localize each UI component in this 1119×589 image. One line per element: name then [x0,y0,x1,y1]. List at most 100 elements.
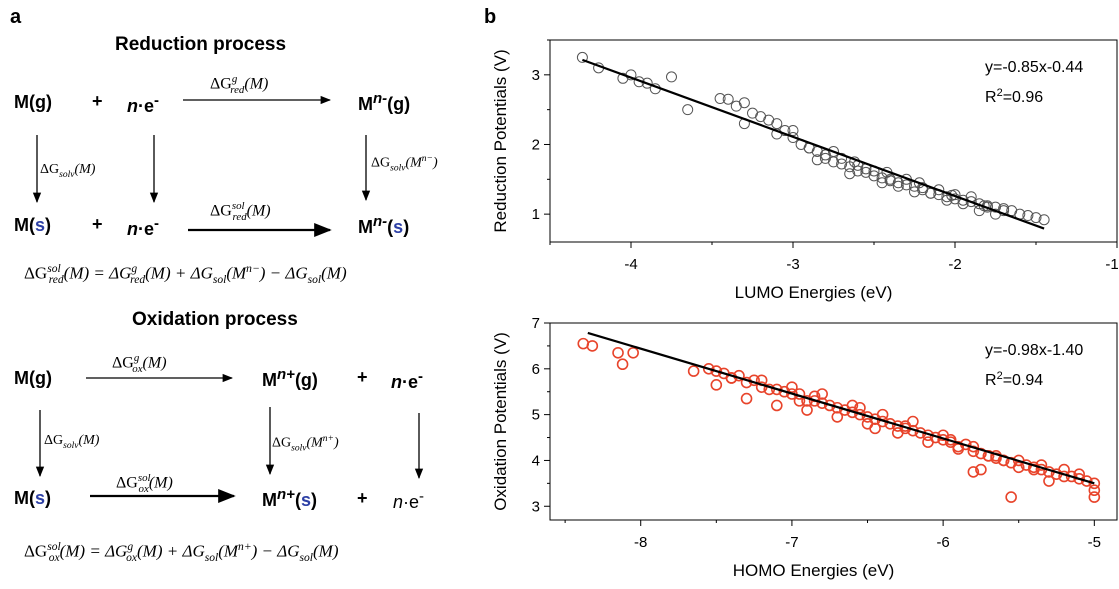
chart2-point [627,346,639,359]
chart2-ytick-label: 4 [532,452,540,469]
oxidation-title: Oxidation process [132,309,298,330]
chart1-xtick-label: -3 [786,256,799,273]
reduction-gas-label: ΔGgred(M) [210,73,269,96]
chart2-point [869,422,881,435]
chart1-point [836,158,848,170]
chart2-point [1012,461,1025,474]
chart2-point [891,427,904,439]
oxidation-electron-1: n·e- [391,368,424,392]
chart1-point [900,179,912,191]
chart2-point [876,408,889,421]
chart1-xtick-label: -2 [948,256,961,273]
reduction-electron-1: n·e- [127,92,160,116]
reduction-anion-solution: Mn-(s) [358,213,410,237]
oxidation-solv-cation-label: ΔGsolv(Mn+) [272,434,339,454]
chart2-point [710,379,723,391]
chart1-point [714,93,726,105]
chart1-point [868,170,880,182]
panel-a-label: a [10,6,22,28]
oxidation-m-gas: M(g) [14,368,52,388]
chart2-point [1065,470,1078,483]
chart2-point [616,358,629,371]
chart1-ytick-label: 2 [532,136,540,153]
chart1-point [811,154,823,166]
chart1-point [1022,210,1034,222]
chart2-frame [549,322,1118,521]
chart1-point [666,71,677,83]
chart1-point [844,168,856,180]
chart1-xtick-label: -4 [624,256,637,273]
chart2-fit-line [587,331,1095,485]
reduction-plus-2: + [92,214,103,234]
chart1-frame [549,39,1118,243]
chart2-point [922,436,934,448]
chart2-xlabel: HOMO Energies (eV) [733,561,895,580]
scheme-arrows [32,95,424,504]
chart2-ytick-label: 6 [532,361,540,378]
oxidation-solv-m-label: ΔGsolv(M) [44,433,100,451]
reduction-solv-m-label: ΔGsolv(M) [40,162,96,180]
chart2-xtick-label: -6 [936,534,949,551]
chart2-r-squared: R2=0.94 [985,370,1043,389]
chart2-point [687,365,700,377]
chart2-point [1043,475,1055,487]
chart1-ytick-label: 3 [532,67,540,84]
chart1-point [990,208,1001,220]
chart2-equation: y=-0.98x-1.40 [985,342,1083,359]
chart2-point [1080,475,1093,487]
chart2-point [1088,484,1101,497]
chart2-point [1088,491,1101,503]
chart1-point [876,177,888,189]
chart2-points [577,337,1101,503]
chart1-point [641,77,653,89]
chart2-ylabel: Oxidation Potentials (V) [491,332,510,511]
reduction-sol-label: ΔGsolred(M) [210,200,271,223]
oxidation-cation-gas: Mn+(g) [262,366,318,390]
oxidation-plus-1: + [357,367,368,387]
chart2-point [975,463,987,476]
chart1-points [576,51,1050,226]
chart2-point [770,399,783,412]
chart2-ytick-label: 3 [532,498,540,515]
chart1-ylabel: Reduction Potentials (V) [491,49,510,232]
chart1-point [892,180,904,192]
chart1-point [909,186,920,198]
chart1-point [941,191,953,203]
chart2-point [1073,472,1085,485]
chart1-point [946,189,958,201]
reduction-m-solution: M(s) [14,215,52,235]
chart1-fit-line [582,58,1045,230]
chart1-point [722,93,734,105]
chart2-ytick-label: 7 [532,315,540,332]
chart1-xlabel: LUMO Energies (eV) [735,283,893,302]
reduction-solv-anion-label: ΔGsolv(Mn−) [371,154,438,174]
reduction-title: Reduction process [115,34,287,55]
chart1-point [576,51,588,63]
chart2-point [1088,477,1101,490]
chart1-point [738,97,750,109]
oxidation-plus-2: + [357,488,368,508]
chart2-point [612,346,624,359]
chart2-point [586,340,599,352]
chart1-xtick-label: -1 [1105,256,1118,273]
chart1-point [771,118,783,130]
reduction-equation: ΔGsolred(M) = ΔGgred(M) + ΔGsol(Mn−) − Δ… [24,262,347,287]
chart1-equation: y=-0.85x-0.44 [985,59,1083,76]
chart1-point [1038,214,1050,226]
chart1-point [913,177,925,189]
chart1-point [787,125,799,137]
chart2-point [801,404,813,416]
panel-b-label: b [484,6,497,28]
oxidation-m-solution: M(s) [14,488,52,508]
oxidation-electron-2: n·e- [393,488,425,512]
chart2-xtick-label: -5 [1088,534,1101,551]
chart2-point [702,363,715,375]
reduction-plus-1: + [92,91,103,111]
chart2-point [710,365,723,377]
chart2-point [786,381,798,393]
reduction-m-gas: M(g) [14,92,52,112]
oxidation-cation-solution: Mn+(s) [262,486,317,510]
chart1-point [828,145,839,157]
chart1-point [771,128,783,140]
